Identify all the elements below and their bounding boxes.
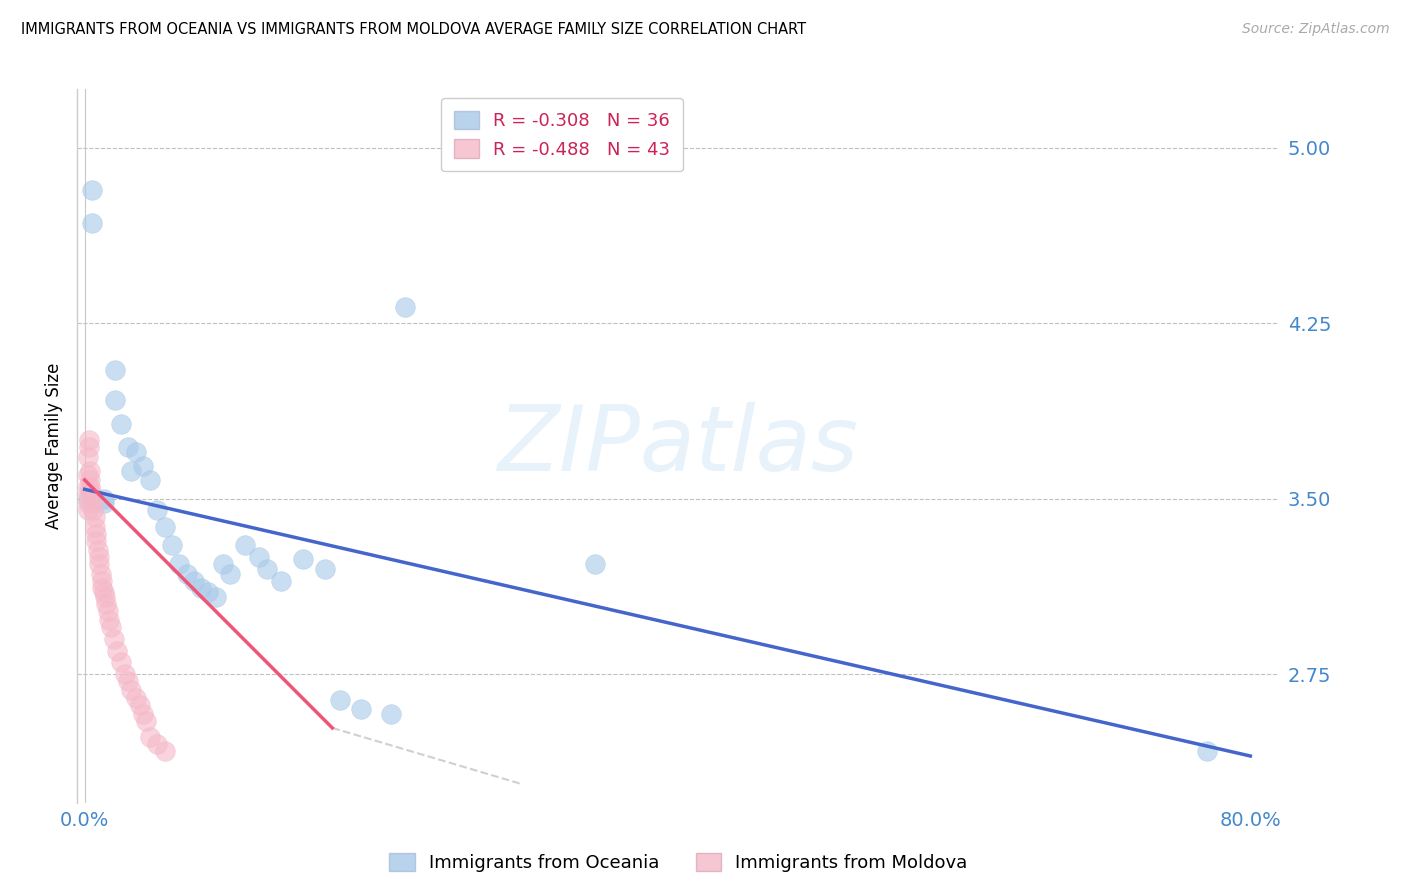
Point xyxy=(270,574,292,588)
Point xyxy=(117,674,139,689)
Point xyxy=(80,216,103,230)
Point xyxy=(120,464,142,478)
Point xyxy=(84,533,107,548)
Point xyxy=(84,526,107,541)
Point xyxy=(120,683,142,698)
Point xyxy=(91,574,114,588)
Point xyxy=(139,731,162,745)
Point xyxy=(77,440,100,454)
Point xyxy=(124,445,146,459)
Point xyxy=(76,496,98,510)
Point xyxy=(97,604,120,618)
Point xyxy=(93,491,115,506)
Point xyxy=(329,693,352,707)
Point xyxy=(139,473,162,487)
Point xyxy=(212,557,235,571)
Point xyxy=(83,519,105,533)
Point xyxy=(80,487,103,501)
Point xyxy=(77,433,100,447)
Y-axis label: Average Family Size: Average Family Size xyxy=(45,363,63,529)
Point xyxy=(169,557,191,571)
Point xyxy=(103,632,125,646)
Point xyxy=(135,714,157,728)
Point xyxy=(292,552,315,566)
Point xyxy=(183,574,205,588)
Point xyxy=(96,597,118,611)
Point xyxy=(249,550,271,565)
Point xyxy=(87,543,110,558)
Point xyxy=(380,706,402,721)
Point xyxy=(146,503,169,517)
Point xyxy=(89,550,111,565)
Point xyxy=(82,496,104,510)
Point xyxy=(219,566,242,581)
Point xyxy=(76,450,98,464)
Point xyxy=(176,566,198,581)
Point xyxy=(132,706,155,721)
Point xyxy=(79,464,101,478)
Text: IMMIGRANTS FROM OCEANIA VS IMMIGRANTS FROM MOLDOVA AVERAGE FAMILY SIZE CORRELATI: IMMIGRANTS FROM OCEANIA VS IMMIGRANTS FR… xyxy=(21,22,806,37)
Point xyxy=(110,656,132,670)
Point xyxy=(98,613,121,627)
Point xyxy=(94,590,117,604)
Point xyxy=(105,644,128,658)
Point xyxy=(100,620,122,634)
Point xyxy=(129,698,152,712)
Point xyxy=(79,480,101,494)
Point xyxy=(190,581,212,595)
Point xyxy=(76,491,98,506)
Point xyxy=(80,183,103,197)
Point xyxy=(583,557,606,571)
Point xyxy=(76,468,98,483)
Point xyxy=(153,519,176,533)
Point xyxy=(350,702,373,716)
Text: ZIPatlas: ZIPatlas xyxy=(498,402,859,490)
Point xyxy=(153,744,176,758)
Point xyxy=(83,510,105,524)
Point xyxy=(104,363,127,377)
Point xyxy=(160,538,183,552)
Point xyxy=(93,585,115,599)
Point xyxy=(93,496,115,510)
Point xyxy=(76,480,98,494)
Point xyxy=(104,393,127,408)
Point xyxy=(90,566,112,581)
Text: Source: ZipAtlas.com: Source: ZipAtlas.com xyxy=(1241,22,1389,37)
Point xyxy=(114,667,136,681)
Point xyxy=(314,562,336,576)
Point xyxy=(197,585,219,599)
Point xyxy=(394,300,416,314)
Point xyxy=(82,503,104,517)
Point xyxy=(204,590,226,604)
Point xyxy=(233,538,256,552)
Point xyxy=(132,458,155,473)
Legend: Immigrants from Oceania, Immigrants from Moldova: Immigrants from Oceania, Immigrants from… xyxy=(382,846,974,880)
Point xyxy=(146,737,169,751)
Point xyxy=(124,690,146,705)
Point xyxy=(91,581,114,595)
Point xyxy=(89,557,111,571)
Point xyxy=(1195,744,1218,758)
Point xyxy=(76,503,98,517)
Point xyxy=(256,562,278,576)
Point xyxy=(110,417,132,431)
Point xyxy=(79,473,101,487)
Point xyxy=(76,487,98,501)
Point xyxy=(117,440,139,454)
